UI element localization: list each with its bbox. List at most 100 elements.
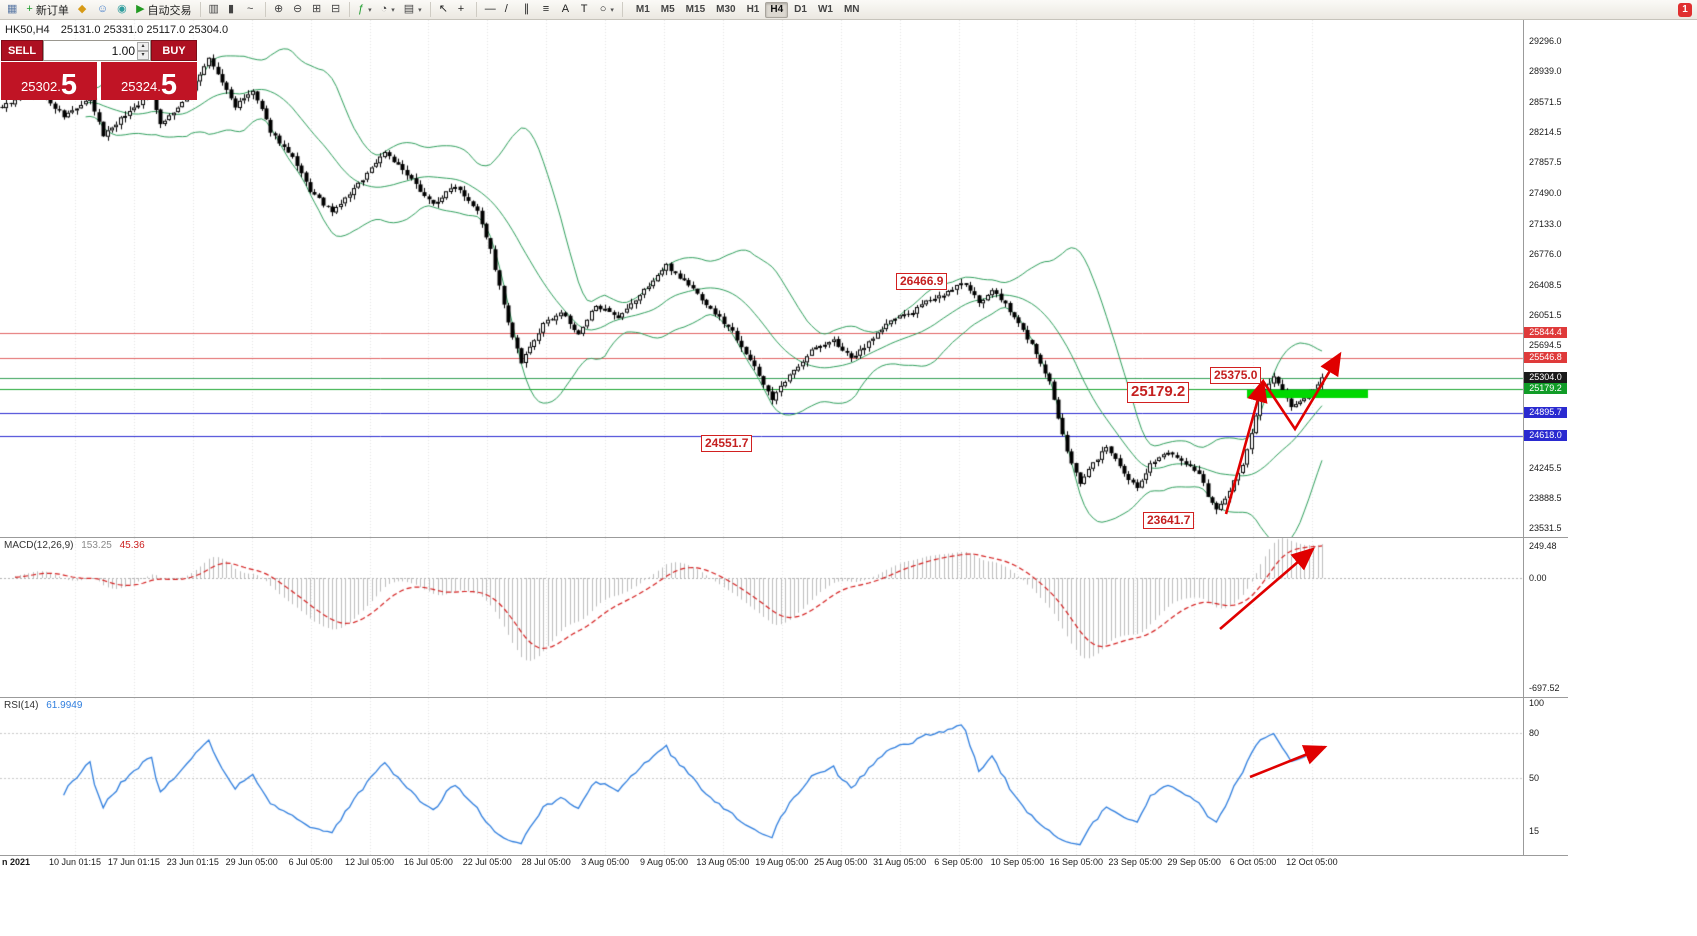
accounts-button[interactable]: ☺ xyxy=(93,1,112,18)
rsi-axis-label: 80 xyxy=(1529,728,1540,738)
timeframe-m1[interactable]: M1 xyxy=(631,2,655,18)
new-chart-button[interactable]: ▦ xyxy=(3,1,21,18)
pane-separator[interactable] xyxy=(0,697,1568,698)
zoom-out-button[interactable]: ⊖ xyxy=(289,1,307,18)
rsi-canvas[interactable] xyxy=(0,698,1568,855)
person-icon: ☺ xyxy=(96,3,109,15)
tile-windows-icon: ⊞ xyxy=(311,3,322,15)
price-axis-label: 26776.0 xyxy=(1529,248,1562,259)
price-axis-label: 27857.5 xyxy=(1529,157,1562,168)
time-axis-label: 25 Aug 05:00 xyxy=(814,857,868,867)
channel-tool-button[interactable]: ∥ xyxy=(520,1,538,18)
cascade-icon: ⊟ xyxy=(330,3,341,15)
trendline-tool-button[interactable]: / xyxy=(501,1,519,18)
rsi-name: RSI(14) xyxy=(4,700,39,711)
candlestick-chart-button[interactable]: ▮ xyxy=(224,1,242,18)
sell-button[interactable]: SELL xyxy=(1,40,43,61)
line-chart-button[interactable]: ~ xyxy=(243,1,261,18)
volume-decrease-button[interactable]: ▾ xyxy=(137,50,149,60)
price-axis-separator xyxy=(1523,20,1524,855)
price-callout[interactable]: 23641.7 xyxy=(1143,512,1195,529)
label-tool-button[interactable]: T xyxy=(577,1,595,18)
macd-name: MACD(12,26,9) xyxy=(4,540,74,551)
fibonacci-tool-button[interactable]: ≡ xyxy=(539,1,557,18)
price-axis-label: 24245.5 xyxy=(1529,462,1562,473)
symbol-period-label: HK50,H4 xyxy=(5,24,50,36)
price-axis-label: 28214.5 xyxy=(1529,127,1562,138)
price-callout[interactable]: 25375.0 xyxy=(1210,367,1262,384)
cursor-icon: ↖ xyxy=(438,3,448,15)
rsi-axis-label: 100 xyxy=(1529,698,1545,708)
bar-chart-button[interactable]: ▥ xyxy=(205,1,223,18)
toolbar-separator xyxy=(621,2,623,17)
volume-value: 1.00 xyxy=(111,43,135,58)
price-tag: 24618.0 xyxy=(1524,430,1567,442)
hline-tool-button[interactable]: — xyxy=(481,1,500,18)
deposit-button[interactable]: ◆ xyxy=(74,1,92,18)
price-tag: 25179.2 xyxy=(1524,382,1567,394)
price-axis-label: 27133.0 xyxy=(1529,218,1562,229)
ohlc-values: 25131.0 25331.0 25117.0 25304.0 xyxy=(60,24,229,36)
timeframe-m5[interactable]: M5 xyxy=(656,2,680,18)
time-axis-label: 9 Aug 05:00 xyxy=(639,857,689,867)
line-chart-icon: ~ xyxy=(246,3,254,15)
macd-main-value: 153.25 xyxy=(81,540,112,551)
time-axis-label: 22 Jul 05:00 xyxy=(462,857,512,867)
periods-button[interactable]: ◔ ▾ xyxy=(377,1,399,18)
community-button[interactable]: ◉ xyxy=(113,1,131,18)
main-toolbar: ▦ + 新订单 ◆ ☺ ◉ ▶ 自动交易 ▥ ▮ ~ ⊕ ⊖ ⊞ ⊟ ƒ ▾ ◔ ▾ ▤ ▾ ↖ + — / ∥ ≡ A T ○ ▾ M1 M5… xyxy=(0,0,1697,20)
price-callout[interactable]: 24551.7 xyxy=(701,435,753,452)
price-tag: 24895.7 xyxy=(1524,406,1567,418)
templates-button[interactable]: ▤ ▾ xyxy=(400,1,426,18)
new-order-button[interactable]: + 新订单 xyxy=(22,1,72,18)
plus-icon: + xyxy=(26,3,33,15)
price-callout[interactable]: 26466.9 xyxy=(896,273,948,290)
function-icon: ƒ xyxy=(357,3,365,15)
price-callout[interactable]: 25179.2 xyxy=(1127,382,1190,403)
pane-separator[interactable] xyxy=(0,537,1568,538)
time-axis-label: 17 Jun 01:15 xyxy=(107,857,160,867)
shapes-button[interactable]: ○ ▾ xyxy=(596,1,618,18)
timeframe-d1[interactable]: D1 xyxy=(789,2,812,18)
sell-price-big-digit: 5 xyxy=(60,69,77,102)
autotrading-button[interactable]: ▶ 自动交易 xyxy=(132,1,195,18)
notification-badge[interactable]: 1 xyxy=(1678,2,1692,17)
bars-icon: ▥ xyxy=(208,3,219,15)
crosshair-button[interactable]: + xyxy=(454,1,472,18)
auto-arrange-button[interactable]: ⊟ xyxy=(327,1,345,18)
template-icon: ▤ xyxy=(403,3,415,15)
buy-price[interactable]: 25324. 5 xyxy=(101,62,197,100)
timeframe-h1[interactable]: H1 xyxy=(742,2,765,18)
rsi-axis-label: 15 xyxy=(1529,826,1540,836)
volume-field[interactable]: 1.00 ▴ ▾ xyxy=(43,40,151,61)
timeframe-mn[interactable]: MN xyxy=(839,2,865,18)
macd-label: MACD(12,26,9) 153.25 45.36 xyxy=(4,540,145,551)
time-axis-label: 3 Aug 05:00 xyxy=(581,857,630,867)
macd-canvas[interactable] xyxy=(0,538,1568,697)
price-axis-label: 29296.0 xyxy=(1529,35,1562,46)
zoom-in-button[interactable]: ⊕ xyxy=(270,1,288,18)
buy-button[interactable]: BUY xyxy=(151,40,197,61)
price-chart-canvas[interactable] xyxy=(0,20,1568,537)
info-icon: ◉ xyxy=(117,3,127,15)
buy-price-main: 25324. xyxy=(121,79,161,94)
time-axis-label: 10 Sep 05:00 xyxy=(990,857,1045,867)
text-tool-button[interactable]: A xyxy=(558,1,576,18)
sell-price[interactable]: 25302. 5 xyxy=(1,62,97,100)
timeframe-h4[interactable]: H4 xyxy=(765,1,789,18)
timeframe-w1[interactable]: W1 xyxy=(813,2,838,18)
one-click-trading-panel: SELL 1.00 ▴ ▾ BUY 25302. 5 25324. 5 xyxy=(1,40,197,100)
macd-axis-label: 249.48 xyxy=(1529,541,1557,551)
pane-separator xyxy=(0,855,1568,856)
timeframe-group: M1 M5 M15 M30 H1 H4 D1 W1 MN xyxy=(631,1,865,18)
volume-increase-button[interactable]: ▴ xyxy=(137,41,149,51)
indicators-button[interactable]: ƒ ▾ xyxy=(354,1,376,18)
cursor-button[interactable]: ↖ xyxy=(435,1,453,18)
time-axis-label: 23 Jun 01:15 xyxy=(166,857,219,867)
rsi-axis-label: 50 xyxy=(1529,773,1540,783)
timeframe-m15[interactable]: M15 xyxy=(681,2,710,18)
timeframe-m30[interactable]: M30 xyxy=(711,2,740,18)
candlestick-icon: ▮ xyxy=(227,3,235,15)
tile-windows-button[interactable]: ⊞ xyxy=(308,1,326,18)
